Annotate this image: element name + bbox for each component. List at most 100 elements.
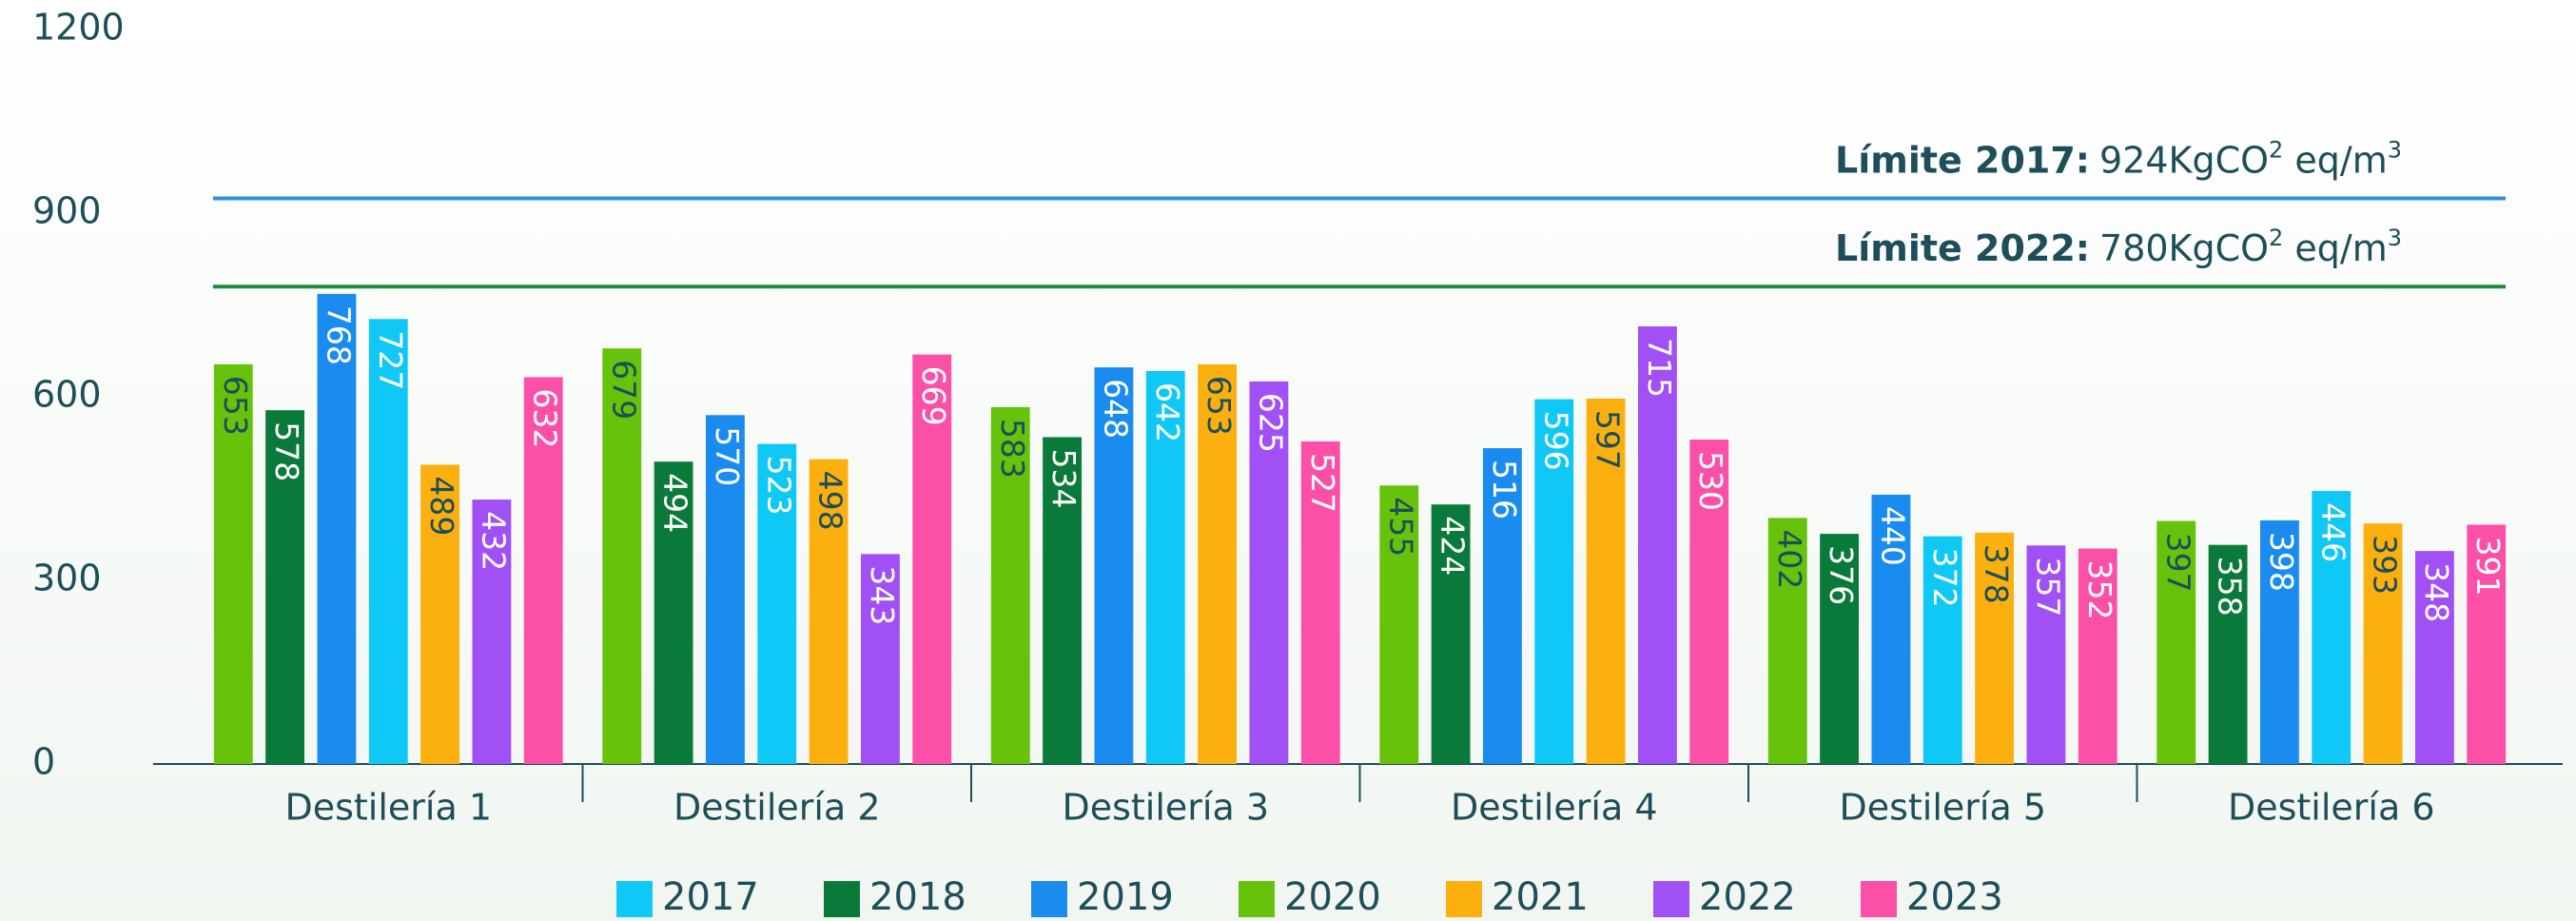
bar-value-label: 397	[2159, 533, 2196, 593]
limit-label: Límite 2017: 924KgCO2 eq/m3	[1835, 137, 2402, 182]
bar	[1379, 485, 1419, 764]
bar	[213, 363, 253, 764]
limit-label-label: Límite 2017:	[1835, 139, 2090, 181]
legend-label: 2020	[1284, 875, 1381, 919]
bar	[1975, 532, 2015, 764]
bar-value-label: 597	[1590, 410, 1627, 470]
bar	[2208, 544, 2248, 764]
bar	[1094, 367, 1134, 764]
bar	[472, 500, 512, 764]
bar	[2026, 545, 2066, 764]
bar	[317, 293, 357, 764]
bar	[1767, 518, 1807, 764]
limit-label-unit2: eq/m	[2283, 139, 2387, 181]
bar-value-label: 348	[2418, 562, 2455, 622]
bar	[1431, 504, 1471, 764]
legend-swatch	[824, 881, 860, 917]
legend-swatch	[616, 881, 653, 917]
bar	[1145, 370, 1185, 764]
bar	[1198, 363, 1238, 764]
bar-value-label: 446	[2314, 502, 2352, 562]
bar-value-label: 432	[475, 511, 512, 571]
bar	[523, 377, 563, 764]
x-tick-label: Destilería 5	[1839, 787, 2046, 829]
legend-label: 2019	[1077, 875, 1174, 919]
limit-label-value: 924	[2099, 139, 2169, 181]
bar	[2414, 551, 2454, 764]
bar	[654, 461, 693, 764]
bar-value-label: 516	[1486, 460, 1523, 519]
legend-label: 2023	[1906, 875, 2003, 919]
bar-value-label: 530	[1692, 451, 1729, 511]
limit-label-unit2-sup: 3	[2388, 225, 2402, 251]
bar-value-label: 489	[423, 476, 460, 536]
limit-label-value: 780	[2099, 227, 2169, 269]
bar	[1637, 326, 1677, 764]
x-tick-label: Destilería 4	[1451, 787, 1658, 829]
bar-value-label: 372	[1926, 548, 1963, 608]
bar-value-label: 391	[2469, 536, 2507, 596]
bar	[1922, 536, 1962, 764]
bar-value-label: 393	[2367, 535, 2404, 595]
bar-value-label: 376	[1823, 545, 1860, 605]
bar	[1482, 448, 1522, 764]
bar	[1689, 440, 1729, 764]
y-tick-label: 1200	[32, 7, 125, 49]
x-tick-label: Destilería 3	[1062, 787, 1269, 829]
limit-label-unit-sup: 2	[2269, 137, 2283, 164]
limit-label-unit2-sup: 3	[2388, 137, 2402, 164]
bar-value-label: 402	[1771, 529, 1808, 589]
x-tick-label: Destilería 1	[284, 787, 492, 829]
bar	[1820, 534, 1860, 764]
bar	[757, 443, 797, 764]
bar	[1249, 381, 1289, 764]
limit-label-label: Límite 2022:	[1835, 227, 2090, 269]
bar	[1043, 437, 1083, 764]
limit-label-unit: KgCO	[2169, 139, 2269, 181]
bar-value-label: 625	[1252, 393, 1289, 453]
bar-value-label: 398	[2263, 532, 2300, 592]
bar-value-label: 523	[760, 456, 797, 516]
bar	[2363, 523, 2403, 764]
limit-label-unit: KgCO	[2169, 227, 2269, 269]
bar	[2467, 524, 2507, 764]
bar	[705, 415, 745, 764]
x-tick-label: Destilería 2	[673, 787, 881, 829]
y-tick-label: 900	[32, 190, 102, 232]
bar-value-label: 378	[1978, 544, 2015, 604]
bar	[602, 348, 642, 764]
bar-value-label: 653	[1200, 376, 1238, 436]
bar-value-label: 358	[2212, 557, 2249, 617]
bar-value-label: 768	[320, 305, 357, 365]
bar-value-label: 648	[1097, 379, 1134, 439]
bar	[368, 319, 408, 764]
bar-value-label: 498	[812, 471, 849, 531]
bar-value-label: 440	[1874, 506, 1911, 566]
bar	[2312, 491, 2352, 764]
bar-value-label: 578	[268, 421, 305, 481]
y-tick-label: 600	[32, 374, 102, 416]
bar-value-label: 727	[372, 330, 409, 390]
legend-label: 2018	[869, 875, 966, 919]
bar-value-label: 583	[994, 419, 1031, 479]
legend-swatch	[1446, 881, 1482, 917]
bar	[2259, 519, 2299, 764]
bar	[860, 554, 900, 764]
bar-value-label: 653	[217, 376, 254, 436]
legend-swatch	[1861, 881, 1897, 917]
legend-swatch	[1239, 881, 1275, 917]
bar-value-label: 352	[2081, 560, 2118, 620]
bar	[2078, 548, 2117, 764]
bar-value-label: 424	[1434, 516, 1472, 576]
bar	[1300, 441, 1340, 764]
bar	[2156, 520, 2196, 764]
legend-label: 2021	[1492, 875, 1589, 919]
bar-value-label: 679	[605, 360, 642, 420]
bar-value-label: 455	[1382, 497, 1419, 557]
bar	[1871, 494, 1911, 764]
bar	[1534, 399, 1574, 764]
bar-value-label: 534	[1045, 448, 1083, 508]
bar	[990, 406, 1030, 764]
